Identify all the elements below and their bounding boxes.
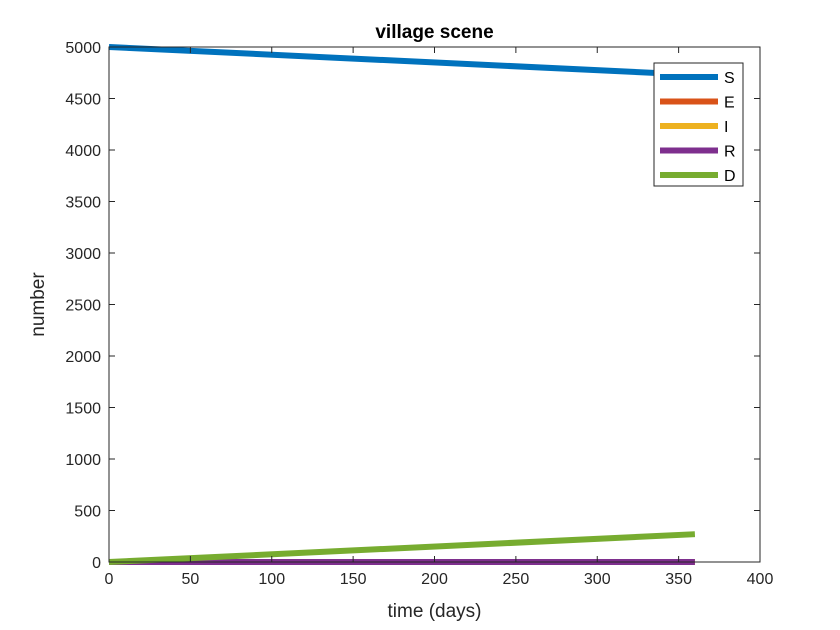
x-tick-label: 200 <box>421 571 448 588</box>
legend-label-r: R <box>724 144 736 161</box>
x-tick-label: 350 <box>665 571 692 588</box>
y-tick-label: 1000 <box>65 452 101 469</box>
x-axis-label: time (days) <box>388 601 482 622</box>
y-tick-label: 2000 <box>65 349 101 366</box>
y-tick-label: 3000 <box>65 246 101 263</box>
legend-label-s: S <box>724 70 735 87</box>
x-tick-label: 50 <box>181 571 199 588</box>
series-line-d <box>108 531 696 565</box>
y-tick-label: 2500 <box>65 298 101 315</box>
series-line-s <box>108 44 696 78</box>
tick-layer: 0 50 100 150 200 250 300 350 4000500100015002000… <box>65 40 773 588</box>
x-tick-label: 250 <box>503 571 530 588</box>
plot-area <box>109 47 760 562</box>
x-tick-label: 300 <box>584 571 611 588</box>
legend-label-e: E <box>724 95 735 112</box>
y-tick-label: 1500 <box>65 401 101 418</box>
y-tick-label: 5000 <box>65 40 101 57</box>
x-tick-label: 150 <box>340 571 367 588</box>
x-tick-label: 400 <box>747 571 774 588</box>
y-tick-label: 500 <box>74 504 101 521</box>
y-tick-label: 0 <box>92 555 101 572</box>
x-tick-label: 100 <box>258 571 285 588</box>
chart-title: village scene <box>375 22 493 43</box>
y-tick-label: 4000 <box>65 143 101 160</box>
legend-label-d: D <box>724 168 736 185</box>
legend-label-i: I <box>724 119 728 136</box>
y-tick-label: 4500 <box>65 92 101 109</box>
x-tick-label: 0 <box>105 571 114 588</box>
y-tick-label: 3500 <box>65 195 101 212</box>
y-axis-label: number <box>28 272 49 337</box>
